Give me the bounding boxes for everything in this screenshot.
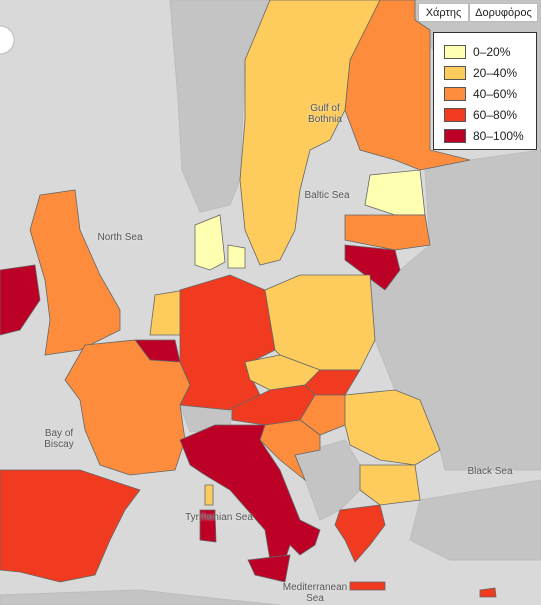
land [0, 589, 281, 605]
land [409, 479, 541, 561]
legend-label: 0–20% [473, 44, 511, 59]
region[interactable] [179, 424, 321, 561]
region[interactable] [247, 554, 291, 583]
satellite-button[interactable]: Δορυφόρος [469, 3, 538, 22]
legend-item: 20–40% [444, 62, 536, 83]
place-label: Mediterranean Sea [282, 582, 348, 604]
legend-swatch [444, 128, 466, 143]
legend-label: 80–100% [473, 128, 524, 143]
map-button[interactable]: Χάρτης [418, 3, 469, 22]
legend-item: 80–100% [444, 125, 536, 146]
place-label: Black Sea [467, 466, 513, 477]
legend-label: 60–80% [473, 107, 518, 122]
region[interactable] [479, 587, 497, 598]
place-label: Bay of Biscay [44, 428, 74, 450]
region[interactable] [259, 419, 321, 482]
legend-swatch [444, 65, 466, 80]
region[interactable] [0, 469, 141, 583]
place-label: Gulf of Bothnia [308, 103, 342, 125]
legend-label: 40–60% [473, 86, 518, 101]
zoom-control[interactable] [0, 25, 15, 55]
legend-swatch [444, 107, 466, 122]
region[interactable] [0, 264, 41, 336]
place-label: Tyrrhenian Sea [185, 512, 253, 523]
region[interactable] [179, 274, 276, 411]
region[interactable] [344, 244, 401, 291]
legend-swatch [444, 86, 466, 101]
legend-item: 40–60% [444, 83, 536, 104]
region[interactable] [359, 464, 421, 506]
region[interactable] [64, 339, 191, 476]
region[interactable] [349, 581, 386, 591]
legend: 0–20% 20–40% 40–60% 60–80% 80–100% [433, 32, 537, 150]
region[interactable] [29, 189, 121, 356]
legend-item: 0–20% [444, 41, 536, 62]
legend-item: 60–80% [444, 104, 536, 125]
region[interactable] [199, 509, 217, 543]
place-label: Baltic Sea [304, 190, 350, 201]
region[interactable] [239, 0, 381, 266]
region[interactable] [194, 214, 226, 271]
land [294, 439, 361, 521]
legend-swatch [444, 44, 466, 59]
region[interactable] [334, 504, 386, 563]
legend-label: 20–40% [473, 65, 518, 80]
place-label: North Sea [97, 232, 143, 243]
region[interactable] [364, 169, 426, 216]
region[interactable] [344, 214, 431, 251]
region[interactable] [227, 244, 246, 269]
region[interactable] [204, 484, 214, 506]
regions [0, 0, 497, 598]
